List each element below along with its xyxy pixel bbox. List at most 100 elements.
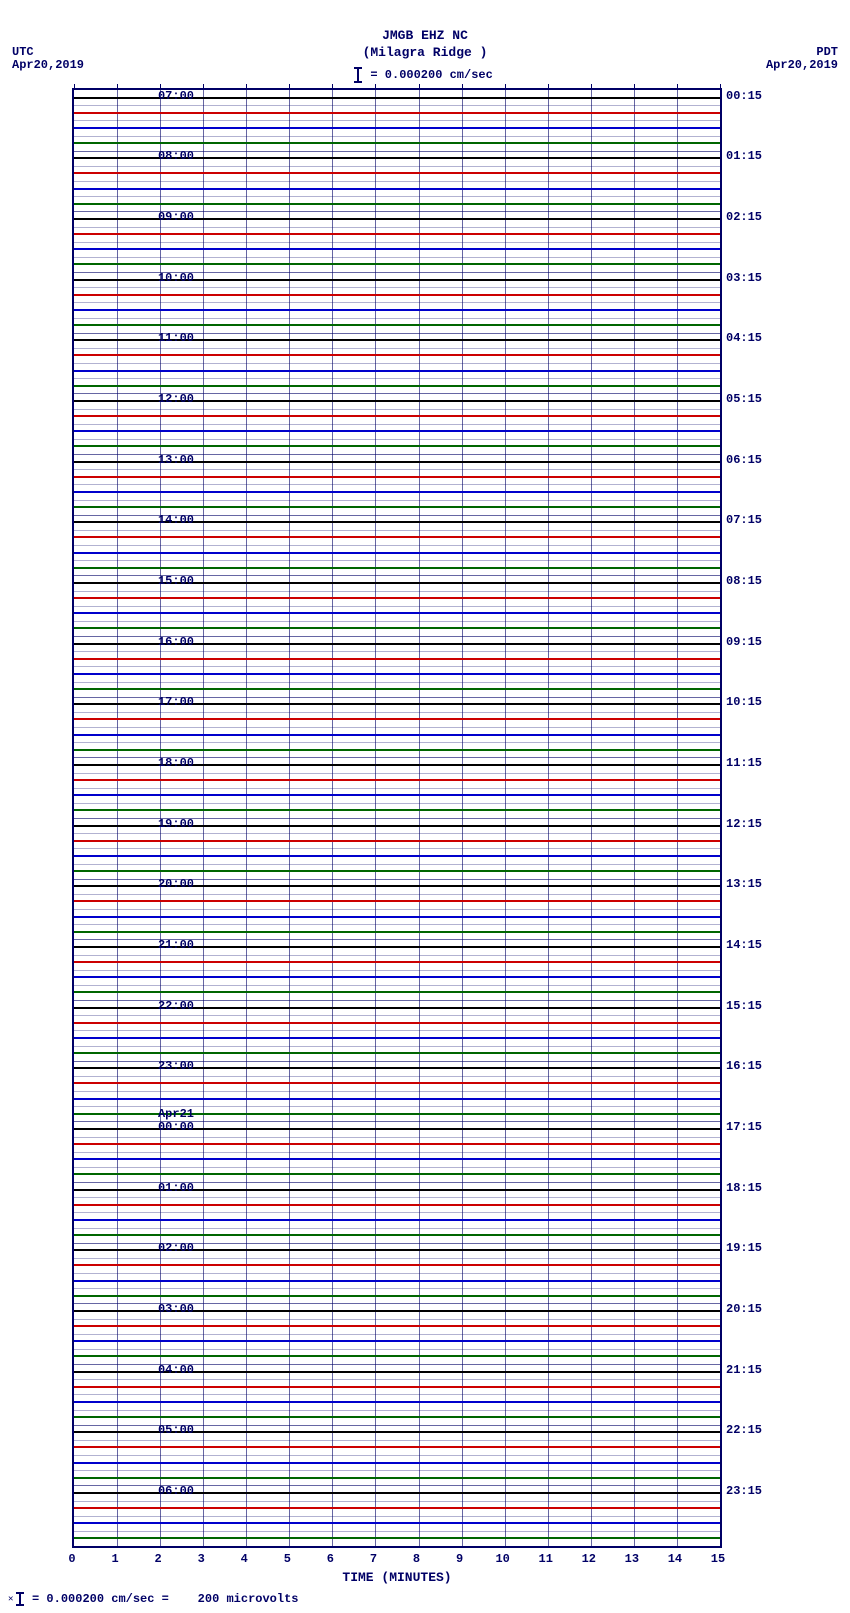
hgrid-line <box>74 530 720 531</box>
seismic-trace <box>74 688 720 690</box>
right-time-label: 13:15 <box>726 877 786 891</box>
right-time-label: 00:15 <box>726 89 786 103</box>
hgrid-line <box>74 1440 720 1441</box>
seismic-trace <box>74 1173 720 1175</box>
hgrid-line <box>74 848 720 849</box>
seismic-trace <box>74 142 720 144</box>
seismic-trace <box>74 1295 720 1297</box>
x-axis-title: TIME (MINUTES) <box>72 1570 722 1585</box>
seismic-trace <box>74 188 720 190</box>
right-time-label: 07:15 <box>726 513 786 527</box>
seismic-trace <box>74 1401 720 1403</box>
hgrid-line <box>74 500 720 501</box>
timezone-left: UTC <box>12 45 34 59</box>
x-tick-label: 15 <box>711 1552 725 1566</box>
hgrid-line <box>74 196 720 197</box>
left-time-label: 03:00 <box>134 1302 194 1316</box>
seismic-trace <box>74 506 720 508</box>
hgrid-line <box>74 181 720 182</box>
right-time-label: 21:15 <box>726 1363 786 1377</box>
right-time-label: 11:15 <box>726 756 786 770</box>
hgrid-line <box>74 955 720 956</box>
seismic-trace <box>74 1386 720 1388</box>
x-tick <box>505 84 506 90</box>
seismic-trace <box>74 172 720 174</box>
hgrid-line <box>74 439 720 440</box>
left-time-label: 20:00 <box>134 877 194 891</box>
station-title: JMGB EHZ NC <box>0 28 850 43</box>
seismic-trace <box>74 1522 720 1524</box>
hgrid-line <box>74 1349 720 1350</box>
hgrid-line <box>74 1288 720 1289</box>
x-tick <box>375 84 376 90</box>
hgrid-line <box>74 803 720 804</box>
hgrid-line <box>74 666 720 667</box>
hgrid-line <box>74 409 720 410</box>
hgrid-line <box>74 1319 720 1320</box>
hgrid-line <box>74 1516 720 1517</box>
hgrid-line <box>74 1076 720 1077</box>
x-tick-label: 11 <box>539 1552 553 1566</box>
hgrid-line <box>74 469 720 470</box>
hgrid-line <box>74 227 720 228</box>
seismic-trace <box>74 536 720 538</box>
seismic-trace <box>74 354 720 356</box>
hgrid-line <box>74 621 720 622</box>
hgrid-line <box>74 1046 720 1047</box>
x-tick-label: 4 <box>241 1552 248 1566</box>
left-time-label: 00:00 <box>134 1120 194 1134</box>
hgrid-line <box>74 651 720 652</box>
footer-prefix: ✕ <box>8 1594 19 1604</box>
right-time-label: 16:15 <box>726 1059 786 1073</box>
hgrid-line <box>74 1015 720 1016</box>
hgrid-line <box>74 1197 720 1198</box>
left-time-label: 02:00 <box>134 1241 194 1255</box>
hgrid-line <box>74 924 720 925</box>
seismic-trace <box>74 794 720 796</box>
right-time-label: 03:15 <box>726 271 786 285</box>
hgrid-line <box>74 1273 720 1274</box>
seismic-trace <box>74 112 720 114</box>
right-time-label: 01:15 <box>726 149 786 163</box>
x-tick-label: 8 <box>413 1552 420 1566</box>
left-time-label: 13:00 <box>134 453 194 467</box>
seismic-trace <box>74 1158 720 1160</box>
left-time-label: 04:00 <box>134 1363 194 1377</box>
seismic-trace <box>74 430 720 432</box>
x-tick <box>332 84 333 90</box>
seismic-trace <box>74 567 720 569</box>
x-tick-label: 7 <box>370 1552 377 1566</box>
hgrid-line <box>74 864 720 865</box>
seismic-trace <box>74 233 720 235</box>
x-tick-label: 10 <box>495 1552 509 1566</box>
hgrid-line <box>74 120 720 121</box>
seismic-trace <box>74 491 720 493</box>
x-tick-label: 6 <box>327 1552 334 1566</box>
hgrid-line <box>74 742 720 743</box>
left-time-label: 12:00 <box>134 392 194 406</box>
x-tick <box>677 84 678 90</box>
seismic-trace <box>74 476 720 478</box>
title-block: JMGB EHZ NC (Milagra Ridge ) = 0.000200 … <box>0 28 850 82</box>
right-time-label: 10:15 <box>726 695 786 709</box>
left-time-label: 08:00 <box>134 149 194 163</box>
x-tick <box>634 84 635 90</box>
scale-bar-icon <box>357 68 359 82</box>
right-time-label: 22:15 <box>726 1423 786 1437</box>
seismic-trace <box>74 627 720 629</box>
seismic-trace <box>74 370 720 372</box>
seismic-trace <box>74 718 720 720</box>
x-tick-label: 2 <box>155 1552 162 1566</box>
hgrid-line <box>74 378 720 379</box>
x-tick <box>289 84 290 90</box>
hgrid-line <box>74 682 720 683</box>
seismic-trace <box>74 1280 720 1282</box>
seismic-trace <box>74 961 720 963</box>
right-time-label: 17:15 <box>726 1120 786 1134</box>
seismic-trace <box>74 324 720 326</box>
seismic-trace <box>74 445 720 447</box>
hgrid-line <box>74 591 720 592</box>
hgrid-line <box>74 348 720 349</box>
left-time-label: 22:00 <box>134 999 194 1013</box>
left-date-label: Apr21 <box>134 1107 194 1121</box>
